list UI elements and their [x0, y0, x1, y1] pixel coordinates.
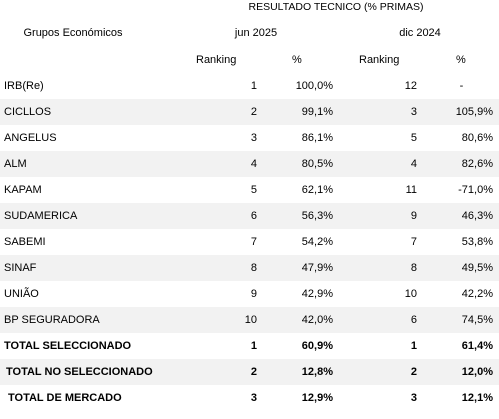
group-name: ALM [4, 158, 27, 170]
ranking-jun-2025: 9 [250, 288, 257, 300]
percent-dic-2024: 74,5% [461, 314, 493, 326]
percent-jun-2025: 12,8% [301, 366, 333, 378]
table-row: ANGELUS 3 86,1% 5 80,6% [0, 125, 499, 151]
table-row: ALM 4 80,5% 4 82,6% [0, 151, 499, 177]
ranking-dic-2024: 9 [410, 210, 417, 222]
percent-jun-2025: 80,5% [301, 158, 333, 170]
table-row: IRB(Re) 1 100,0% 12 - [0, 73, 499, 99]
table-row: SUDAMERICA 6 56,3% 9 46,3% [0, 203, 499, 229]
total-row-not-selected: TOTAL NO SELECCIONADO 2 12,8% 2 12,0% [0, 359, 499, 385]
total-row-selected: TOTAL SELECCIONADO 1 60,9% 1 61,4% [0, 333, 499, 359]
table-row: UNIÃO 9 42,9% 10 42,2% [0, 281, 499, 307]
ranking-jun-2025: 3 [250, 132, 257, 144]
ranking-dic-2024: 10 [404, 288, 417, 300]
percent-dic-2024: 49,5% [461, 262, 493, 274]
percent-dic-2024: - [459, 80, 464, 92]
ranking-dic-2024: 11 [405, 184, 417, 196]
ranking-dic-2024: 12 [404, 80, 417, 92]
percent-header-period-1: % [292, 54, 302, 66]
table-row: SABEMI 7 54,2% 7 53,8% [0, 229, 499, 255]
percent-dic-2024: 46,3% [461, 210, 493, 222]
table-row: SINAF 8 47,9% 8 49,5% [0, 255, 499, 281]
ranking-dic-2024: 3 [410, 106, 417, 118]
report-title: RESULTADO TECNICO (% PRIMAS) [248, 1, 424, 13]
table-row: BP SEGURADORA 10 42,0% 6 74,5% [0, 307, 499, 333]
group-name: ANGELUS [4, 132, 57, 144]
group-name: TOTAL SELECCIONADO [4, 340, 132, 352]
ranking-jun-2025: 7 [250, 236, 257, 248]
ranking-header-period-2: Ranking [359, 54, 400, 66]
percent-dic-2024: 82,6% [461, 158, 493, 170]
group-name: IRB(Re) [4, 80, 44, 92]
group-name: TOTAL NO SELECCIONADO [6, 366, 153, 378]
ranking-jun-2025: 8 [250, 262, 257, 274]
ranking-dic-2024: 4 [410, 158, 417, 170]
group-name: SABEMI [4, 236, 46, 248]
period-header-dic-2024: dic 2024 [399, 27, 441, 39]
percent-dic-2024: 42,2% [461, 288, 493, 300]
ranking-jun-2025: 5 [250, 184, 257, 196]
percent-dic-2024: 53,8% [461, 236, 493, 248]
ranking-dic-2024: 2 [410, 366, 417, 378]
ranking-dic-2024: 8 [410, 262, 417, 274]
percent-jun-2025: 99,1% [301, 106, 333, 118]
percent-header-period-2: % [456, 54, 466, 66]
percent-jun-2025: 42,0% [301, 314, 333, 326]
percent-jun-2025: 47,9% [301, 262, 333, 274]
ranking-dic-2024: 5 [410, 132, 417, 144]
percent-dic-2024: 12,1% [461, 392, 493, 404]
ranking-jun-2025: 4 [250, 158, 257, 170]
percent-jun-2025: 56,3% [301, 210, 333, 222]
period-header-jun-2025: jun 2025 [234, 27, 278, 39]
group-name: UNIÃO [4, 288, 39, 300]
ranking-dic-2024: 7 [410, 236, 417, 248]
table-row: CICLLOS 2 99,1% 3 105,9% [0, 99, 499, 125]
percent-dic-2024: 12,0% [461, 366, 493, 378]
ranking-jun-2025: 2 [250, 366, 257, 378]
ranking-jun-2025: 6 [250, 210, 257, 222]
ranking-jun-2025: 3 [250, 392, 257, 404]
ranking-dic-2024: 1 [410, 340, 417, 352]
percent-dic-2024: 80,6% [461, 132, 493, 144]
ranking-dic-2024: 6 [410, 314, 417, 326]
ranking-dic-2024: 3 [410, 392, 417, 404]
results-table: IRB(Re) 1 100,0% 12 - CICLLOS 2 99,1% 3 … [0, 73, 499, 411]
percent-jun-2025: 42,9% [301, 288, 333, 300]
group-name: CICLLOS [4, 106, 52, 118]
percent-jun-2025: 12,9% [301, 392, 333, 404]
group-name: BP SEGURADORA [4, 314, 100, 326]
percent-jun-2025: 62,1% [301, 184, 333, 196]
percent-jun-2025: 100,0% [295, 80, 333, 92]
ranking-jun-2025: 1 [250, 340, 257, 352]
group-name: SUDAMERICA [4, 210, 78, 222]
percent-jun-2025: 86,1% [301, 132, 333, 144]
group-name: SINAF [4, 262, 37, 274]
ranking-jun-2025: 1 [250, 80, 257, 92]
ranking-header-period-1: Ranking [196, 54, 237, 66]
percent-dic-2024: 61,4% [461, 340, 493, 352]
group-name: TOTAL DE MERCADO [8, 392, 122, 404]
total-row-market: TOTAL DE MERCADO 3 12,9% 3 12,1% [0, 385, 499, 411]
ranking-jun-2025: 2 [250, 106, 257, 118]
percent-jun-2025: 60,9% [301, 340, 333, 352]
percent-dic-2024: -71,0% [458, 184, 493, 196]
ranking-jun-2025: 10 [244, 314, 257, 326]
percent-jun-2025: 54,2% [301, 236, 333, 248]
group-column-header: Grupos Económicos [23, 27, 123, 39]
group-name: KAPAM [4, 184, 42, 196]
table-row: KAPAM 5 62,1% 11 -71,0% [0, 177, 499, 203]
percent-dic-2024: 105,9% [455, 106, 493, 118]
